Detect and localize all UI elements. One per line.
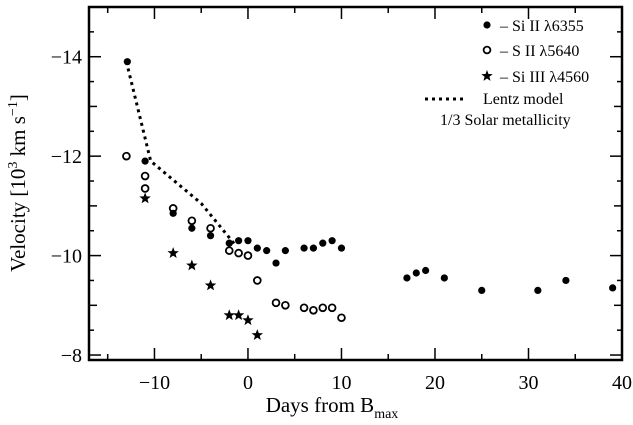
point-si-ii	[309, 244, 318, 252]
point-si-iii	[242, 314, 254, 326]
x-tick-label: −10	[139, 372, 170, 394]
x-tick-label: 10	[331, 372, 351, 394]
legend: – Si II λ6355 – S II λ5640 – Si III λ456…	[425, 18, 589, 129]
x-tick-label: 20	[425, 372, 445, 394]
y-axis-title: Velocity [103 km s−1]	[6, 94, 30, 272]
point-s-ii	[309, 305, 318, 315]
point-si-iii	[139, 192, 151, 204]
y-tick-label: −10	[51, 246, 82, 268]
point-si-ii	[123, 58, 131, 66]
point-si-ii	[188, 224, 196, 232]
point-si-iii	[251, 329, 264, 340]
point-s-ii	[234, 248, 243, 258]
point-s-ii	[122, 151, 131, 161]
point-si-ii	[609, 284, 617, 292]
point-s-ii	[253, 276, 262, 285]
legend-label-si-ii: – Si II λ6355	[499, 18, 584, 35]
x-tick-label: 0	[243, 372, 253, 394]
legend-marker-s-ii	[482, 45, 492, 55]
y-tick-label: −8	[61, 345, 82, 367]
axis-ticks	[89, 6, 623, 360]
x-tick-labels: −10 0 10 20 30 40	[139, 372, 632, 394]
y-tick-labels: −8 −10 −12 −14	[51, 47, 82, 367]
point-s-ii	[327, 303, 337, 313]
plot-frame	[87, 5, 624, 362]
point-si-iii	[223, 309, 235, 321]
legend-label-model-2: 1/3 Solar metallicity	[440, 112, 571, 129]
x-tick-label: 30	[518, 372, 538, 394]
point-si-ii	[319, 239, 327, 247]
point-si-ii	[272, 259, 280, 267]
point-si-ii	[263, 247, 271, 255]
point-si-ii	[206, 232, 215, 240]
point-s-ii	[299, 303, 309, 313]
point-si-ii	[281, 247, 289, 255]
x-tick-label: 40	[612, 372, 632, 394]
model-layer	[124, 61, 237, 247]
point-si-ii	[337, 244, 346, 252]
y-tick-label: −12	[51, 146, 82, 168]
legend-label-model: Lentz model	[483, 91, 564, 108]
data-points	[122, 58, 617, 340]
point-si-iii	[186, 259, 198, 271]
point-s-ii	[224, 246, 234, 255]
y-tick-label: −14	[51, 47, 82, 69]
point-s-ii	[271, 298, 281, 308]
point-si-iii	[204, 279, 217, 291]
point-si-ii	[300, 244, 308, 252]
point-si-ii	[440, 274, 448, 282]
point-si-ii	[141, 157, 149, 165]
point-si-ii	[422, 266, 430, 275]
point-si-ii	[244, 237, 252, 245]
x-axis-title: Days from Bmax	[266, 393, 399, 422]
point-s-ii	[243, 251, 253, 260]
point-si-iii	[167, 247, 179, 258]
point-s-ii	[140, 171, 150, 181]
point-s-ii	[337, 313, 346, 323]
point-s-ii	[318, 303, 328, 313]
legend-label-s-ii: – S II λ5640	[499, 43, 579, 60]
legend-label-si-iii: – Si III λ4560	[499, 69, 589, 86]
point-si-ii	[225, 239, 233, 247]
point-si-ii	[328, 237, 336, 245]
model-line	[124, 61, 237, 247]
legend-marker-si-iii	[481, 70, 493, 81]
point-s-ii	[140, 184, 150, 193]
point-s-ii	[187, 216, 197, 226]
point-si-ii	[403, 274, 411, 282]
point-s-ii	[168, 204, 178, 213]
point-s-ii	[281, 301, 290, 310]
point-si-ii	[412, 269, 420, 277]
legend-marker-si-ii	[483, 21, 491, 29]
point-si-ii	[534, 286, 542, 294]
point-si-ii	[235, 237, 243, 245]
point-s-ii	[206, 223, 215, 233]
point-si-iii	[232, 309, 245, 321]
point-si-ii	[478, 286, 486, 294]
point-si-ii	[562, 276, 570, 285]
point-si-ii	[253, 244, 261, 252]
